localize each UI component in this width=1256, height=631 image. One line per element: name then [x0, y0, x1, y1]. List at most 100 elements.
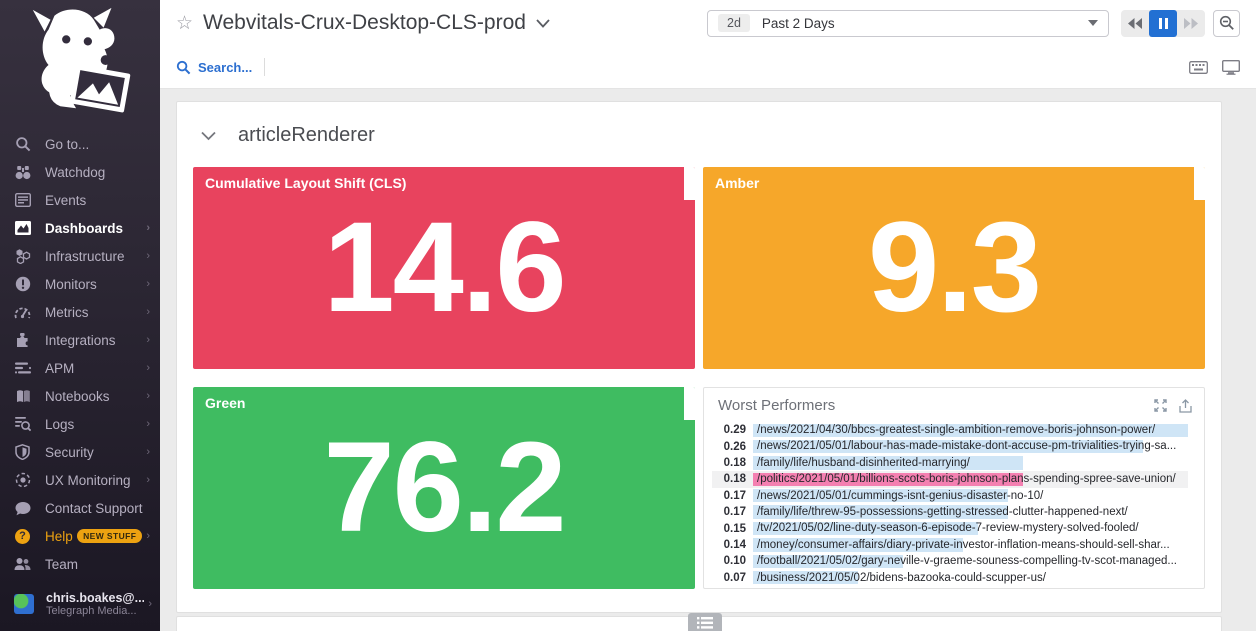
chevron-right-icon: ›	[146, 389, 150, 402]
row-url: /business/2021/05/02/bidens-bazooka-coul…	[757, 571, 1046, 584]
time-range-selector[interactable]: 2d Past 2 Days	[707, 9, 1109, 37]
row-bar-area: /family/life/husband-disinherited-marryi…	[753, 455, 1188, 471]
row-value: 0.10	[723, 555, 746, 568]
sidebar-item-help[interactable]: ? Help NEW STUFF ›	[0, 522, 160, 550]
row-bar-area: /politics/2021/05/01/billions-scots-bori…	[753, 471, 1188, 487]
star-icon[interactable]: ☆	[176, 12, 194, 34]
chevron-right-icon: ›	[146, 249, 150, 262]
widget-value: 14.6	[323, 196, 566, 339]
expand-icon[interactable]	[1154, 398, 1167, 413]
row-bar-area: /tv/2021/05/02/line-duty-season-6-episod…	[753, 520, 1188, 536]
sidebar-item-label: Dashboards	[45, 220, 124, 236]
user-avatar	[14, 594, 34, 614]
sidebar-user[interactable]: chris.boakes@... Telegraph Media... ›	[0, 585, 160, 631]
zoom-out-button[interactable]	[1213, 9, 1240, 37]
sidebar-item-contact-support[interactable]: Contact Support	[0, 494, 160, 522]
chevron-right-icon: ›	[146, 417, 150, 430]
sidebar-item-label: Go to...	[45, 136, 90, 152]
table-row[interactable]: 0.14/money/consumer-affairs/diary-privat…	[712, 537, 1188, 553]
value-bar	[753, 571, 858, 585]
sidebar-item-apm[interactable]: APM ›	[0, 354, 160, 382]
sidebar-item-go-to[interactable]: Go to...	[0, 130, 160, 158]
row-value: 0.18	[723, 473, 746, 486]
chevron-right-icon: ›	[148, 597, 152, 610]
gauge-icon	[14, 304, 31, 321]
row-value: 0.29	[723, 424, 746, 437]
sidebar-item-team[interactable]: Team	[0, 550, 160, 578]
sidebar-item-label: Security	[45, 444, 94, 460]
tv-mode-icon[interactable]	[1222, 59, 1240, 75]
help-circle-icon: ?	[14, 528, 31, 545]
chevron-right-icon: ›	[146, 305, 150, 318]
forward-button[interactable]	[1177, 10, 1205, 37]
worst-performers-title: Worst Performers	[718, 397, 836, 414]
table-row[interactable]: 0.10/football/2021/05/02/gary-neville-v-…	[712, 553, 1188, 569]
table-row[interactable]: 0.07/business/2021/05/02/bidens-bazooka-…	[712, 570, 1188, 586]
keyboard-shortcuts-icon[interactable]	[1189, 60, 1208, 74]
rewind-button[interactable]	[1121, 10, 1149, 37]
row-bar-area: /news/2021/04/30/bbcs-greatest-single-am…	[753, 422, 1188, 438]
row-bar-area: /family/life/threw-95-possessions-gettin…	[753, 504, 1188, 520]
sidebar-item-notebooks[interactable]: Notebooks ›	[0, 382, 160, 410]
value-bar	[753, 472, 1024, 487]
table-row[interactable]: 0.17/family/life/threw-95-possessions-ge…	[712, 504, 1188, 520]
hexagons-icon	[14, 248, 31, 265]
chat-bubble-icon	[14, 500, 31, 517]
row-value: 0.15	[723, 522, 746, 535]
row-bar-area: /business/2021/05/02/bidens-bazooka-coul…	[753, 570, 1188, 586]
section-handle-button[interactable]	[688, 613, 722, 631]
dropdown-caret-icon	[1088, 20, 1098, 26]
value-bar	[753, 521, 978, 536]
row-value: 0.18	[723, 456, 746, 469]
export-icon[interactable]	[1179, 398, 1192, 413]
table-row[interactable]: 0.17/news/2021/05/01/cummings-isnt-geniu…	[712, 488, 1188, 504]
search-input[interactable]: Search...	[176, 60, 252, 75]
dashboard-chart-icon	[14, 220, 31, 237]
list-icon	[697, 617, 713, 629]
row-url: /news/2021/05/01/labour-has-made-mistake…	[757, 440, 1177, 453]
table-row[interactable]: 0.29/news/2021/04/30/bbcs-greatest-singl…	[712, 422, 1188, 438]
widget-title: Cumulative Layout Shift (CLS)	[205, 175, 407, 191]
time-range-label: Past 2 Days	[761, 15, 835, 31]
sidebar-item-infrastructure[interactable]: Infrastructure ›	[0, 242, 160, 270]
user-org: Telegraph Media...	[46, 605, 137, 617]
people-icon	[14, 556, 31, 573]
sidebar-item-integrations[interactable]: Integrations ›	[0, 326, 160, 354]
value-bar	[753, 456, 1024, 470]
sidebar-item-security[interactable]: Security ›	[0, 438, 160, 466]
sidebar-item-dashboards[interactable]: Dashboards ›	[0, 214, 160, 242]
title-chevron-down-icon[interactable]	[536, 18, 550, 28]
value-bar	[753, 538, 964, 552]
sidebar-item-label: Monitors	[45, 276, 97, 292]
search-icon	[176, 60, 191, 74]
sidebar-item-watchdog[interactable]: Watchdog	[0, 158, 160, 186]
section-collapse-chevron-icon[interactable]	[201, 131, 216, 141]
divider	[264, 58, 266, 76]
row-value: 0.17	[723, 506, 746, 519]
chevron-right-icon: ›	[146, 361, 150, 374]
section-card: articleRenderer 14.6 Cumulative Layout Sh…	[176, 101, 1222, 613]
pause-button[interactable]	[1149, 9, 1177, 37]
row-url: /family/life/threw-95-possessions-gettin…	[757, 505, 1128, 518]
table-row[interactable]: 0.18/politics/2021/05/01/billions-scots-…	[712, 471, 1188, 488]
sidebar-item-label: Logs	[45, 416, 75, 432]
cls-widget: 14.6 Cumulative Layout Shift (CLS)	[193, 167, 695, 369]
value-bar	[753, 423, 1188, 437]
sidebar-item-metrics[interactable]: Metrics ›	[0, 298, 160, 326]
sidebar-item-events[interactable]: Events	[0, 186, 160, 214]
worst-performers-table: 0.29/news/2021/04/30/bbcs-greatest-singl…	[704, 420, 1204, 586]
table-row[interactable]: 0.18/family/life/husband-disinherited-ma…	[712, 455, 1188, 471]
search-placeholder: Search...	[198, 59, 253, 75]
sidebar-item-logs[interactable]: Logs ›	[0, 410, 160, 438]
sidebar-item-ux-monitoring[interactable]: UX Monitoring ›	[0, 466, 160, 494]
table-row[interactable]: 0.26/news/2021/05/01/labour-has-made-mis…	[712, 438, 1188, 454]
sidebar-item-label: UX Monitoring	[45, 472, 131, 488]
chevron-right-icon: ›	[146, 333, 150, 346]
sidebar-item-monitors[interactable]: Monitors ›	[0, 270, 160, 298]
puzzle-icon	[14, 332, 31, 349]
datadog-logo[interactable]	[0, 0, 160, 130]
row-value: 0.07	[723, 571, 746, 584]
table-row[interactable]: 0.15/tv/2021/05/02/line-duty-season-6-ep…	[712, 520, 1188, 536]
new-stuff-badge: NEW STUFF	[77, 529, 143, 543]
